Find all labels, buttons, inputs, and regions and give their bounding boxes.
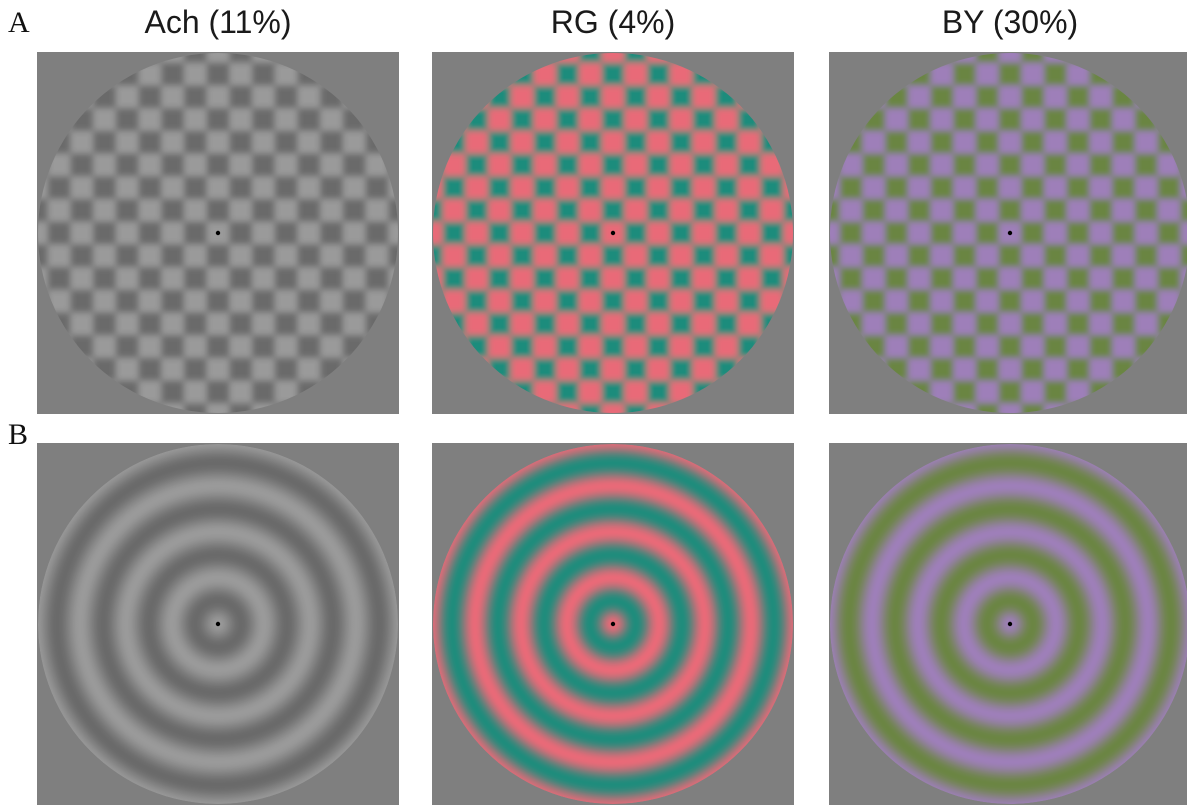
row-label-b: B — [8, 418, 29, 451]
fixation-dot — [610, 230, 616, 236]
checkerboard-stimulus — [37, 52, 399, 414]
concentric-rings-stimulus — [829, 443, 1187, 805]
checkerboard-stimulus — [432, 52, 794, 414]
concentric-rings-stimulus — [432, 443, 794, 805]
panel-checkerboard-by — [829, 52, 1187, 414]
column-title-ach: Ach (11%) — [144, 4, 292, 40]
concentric-rings-stimulus — [37, 443, 399, 805]
panel-rings-rg — [432, 443, 794, 805]
fixation-dot — [610, 621, 616, 627]
panel-rings-ach — [37, 443, 399, 805]
column-title-by: BY (30%) — [941, 4, 1079, 40]
panel-checkerboard-ach — [37, 52, 399, 414]
fixation-dot — [215, 621, 221, 627]
row-label-a: A — [8, 6, 30, 39]
panel-rings-by — [829, 443, 1187, 805]
fixation-dot — [215, 230, 221, 236]
checkerboard-stimulus — [829, 52, 1187, 414]
panel-checkerboard-rg — [432, 52, 794, 414]
fixation-dot — [1007, 230, 1013, 236]
fixation-dot — [1007, 621, 1013, 627]
column-title-rg: RG (4%) — [550, 4, 676, 40]
